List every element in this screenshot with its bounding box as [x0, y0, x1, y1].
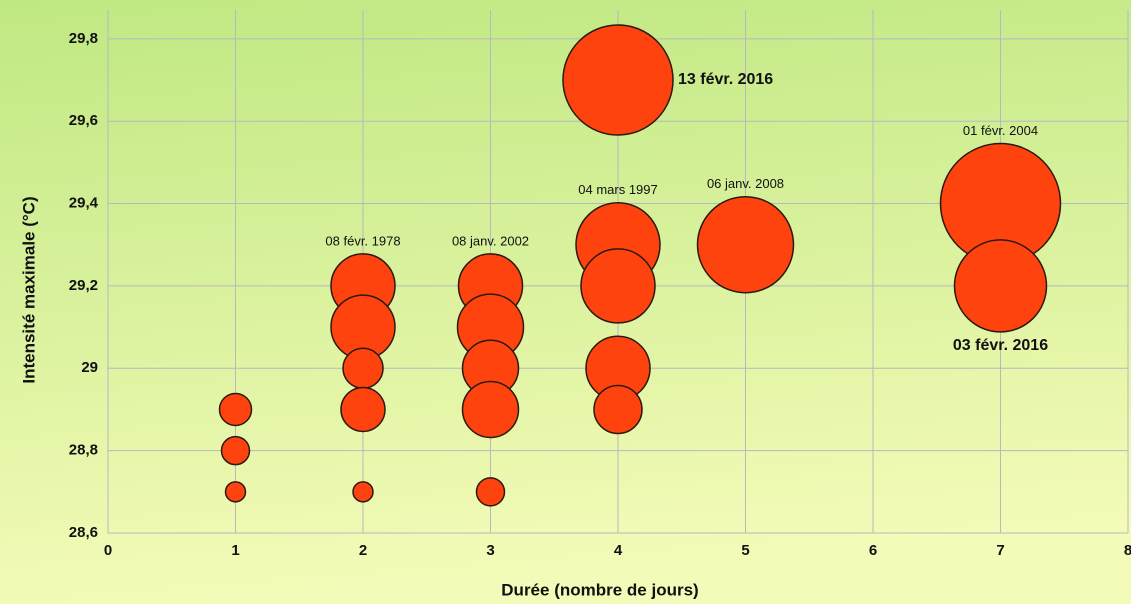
y-tick-label: 29,4 — [69, 195, 99, 212]
bubble — [224, 481, 247, 503]
annotation: 13 févr. 2016 — [678, 71, 773, 88]
bubble — [475, 477, 506, 507]
y-axis-label: Intensité maximale (°C) — [19, 196, 38, 383]
annotation: 06 janv. 2008 — [707, 176, 784, 191]
bubble — [562, 24, 674, 136]
y-tick-label: 29,6 — [69, 112, 98, 129]
annotation: 08 févr. 1978 — [325, 233, 400, 248]
y-tick-label: 28,6 — [69, 524, 98, 541]
x-tick-label: 0 — [104, 542, 112, 559]
bubble — [696, 195, 795, 294]
x-tick-label: 4 — [614, 542, 623, 559]
y-tick-label: 29,2 — [69, 277, 98, 294]
bubble — [953, 239, 1048, 333]
x-tick-label: 7 — [996, 542, 1004, 559]
y-tick-label: 29,8 — [69, 30, 98, 47]
annotation: 08 janv. 2002 — [452, 233, 529, 248]
x-axis-label: Durée (nombre de jours) — [501, 580, 698, 599]
bubble — [220, 435, 251, 466]
y-tick-label: 29 — [81, 359, 98, 376]
bubble — [340, 386, 386, 433]
bubble — [342, 347, 384, 390]
x-tick-label: 6 — [869, 542, 877, 559]
bubble — [593, 384, 643, 435]
bubble — [218, 392, 253, 427]
x-tick-label: 3 — [486, 542, 494, 559]
annotation: 01 févr. 2004 — [963, 123, 1038, 138]
bubble — [352, 481, 374, 503]
bubble — [580, 248, 656, 324]
x-tick-label: 8 — [1124, 542, 1131, 559]
annotation: 03 févr. 2016 — [953, 337, 1048, 354]
bubble — [461, 380, 520, 439]
x-tick-label: 1 — [231, 542, 239, 559]
y-tick-label: 28,8 — [69, 442, 98, 459]
annotation: 04 mars 1997 — [578, 182, 658, 197]
x-tick-label: 2 — [359, 542, 367, 559]
x-tick-label: 5 — [741, 542, 749, 559]
